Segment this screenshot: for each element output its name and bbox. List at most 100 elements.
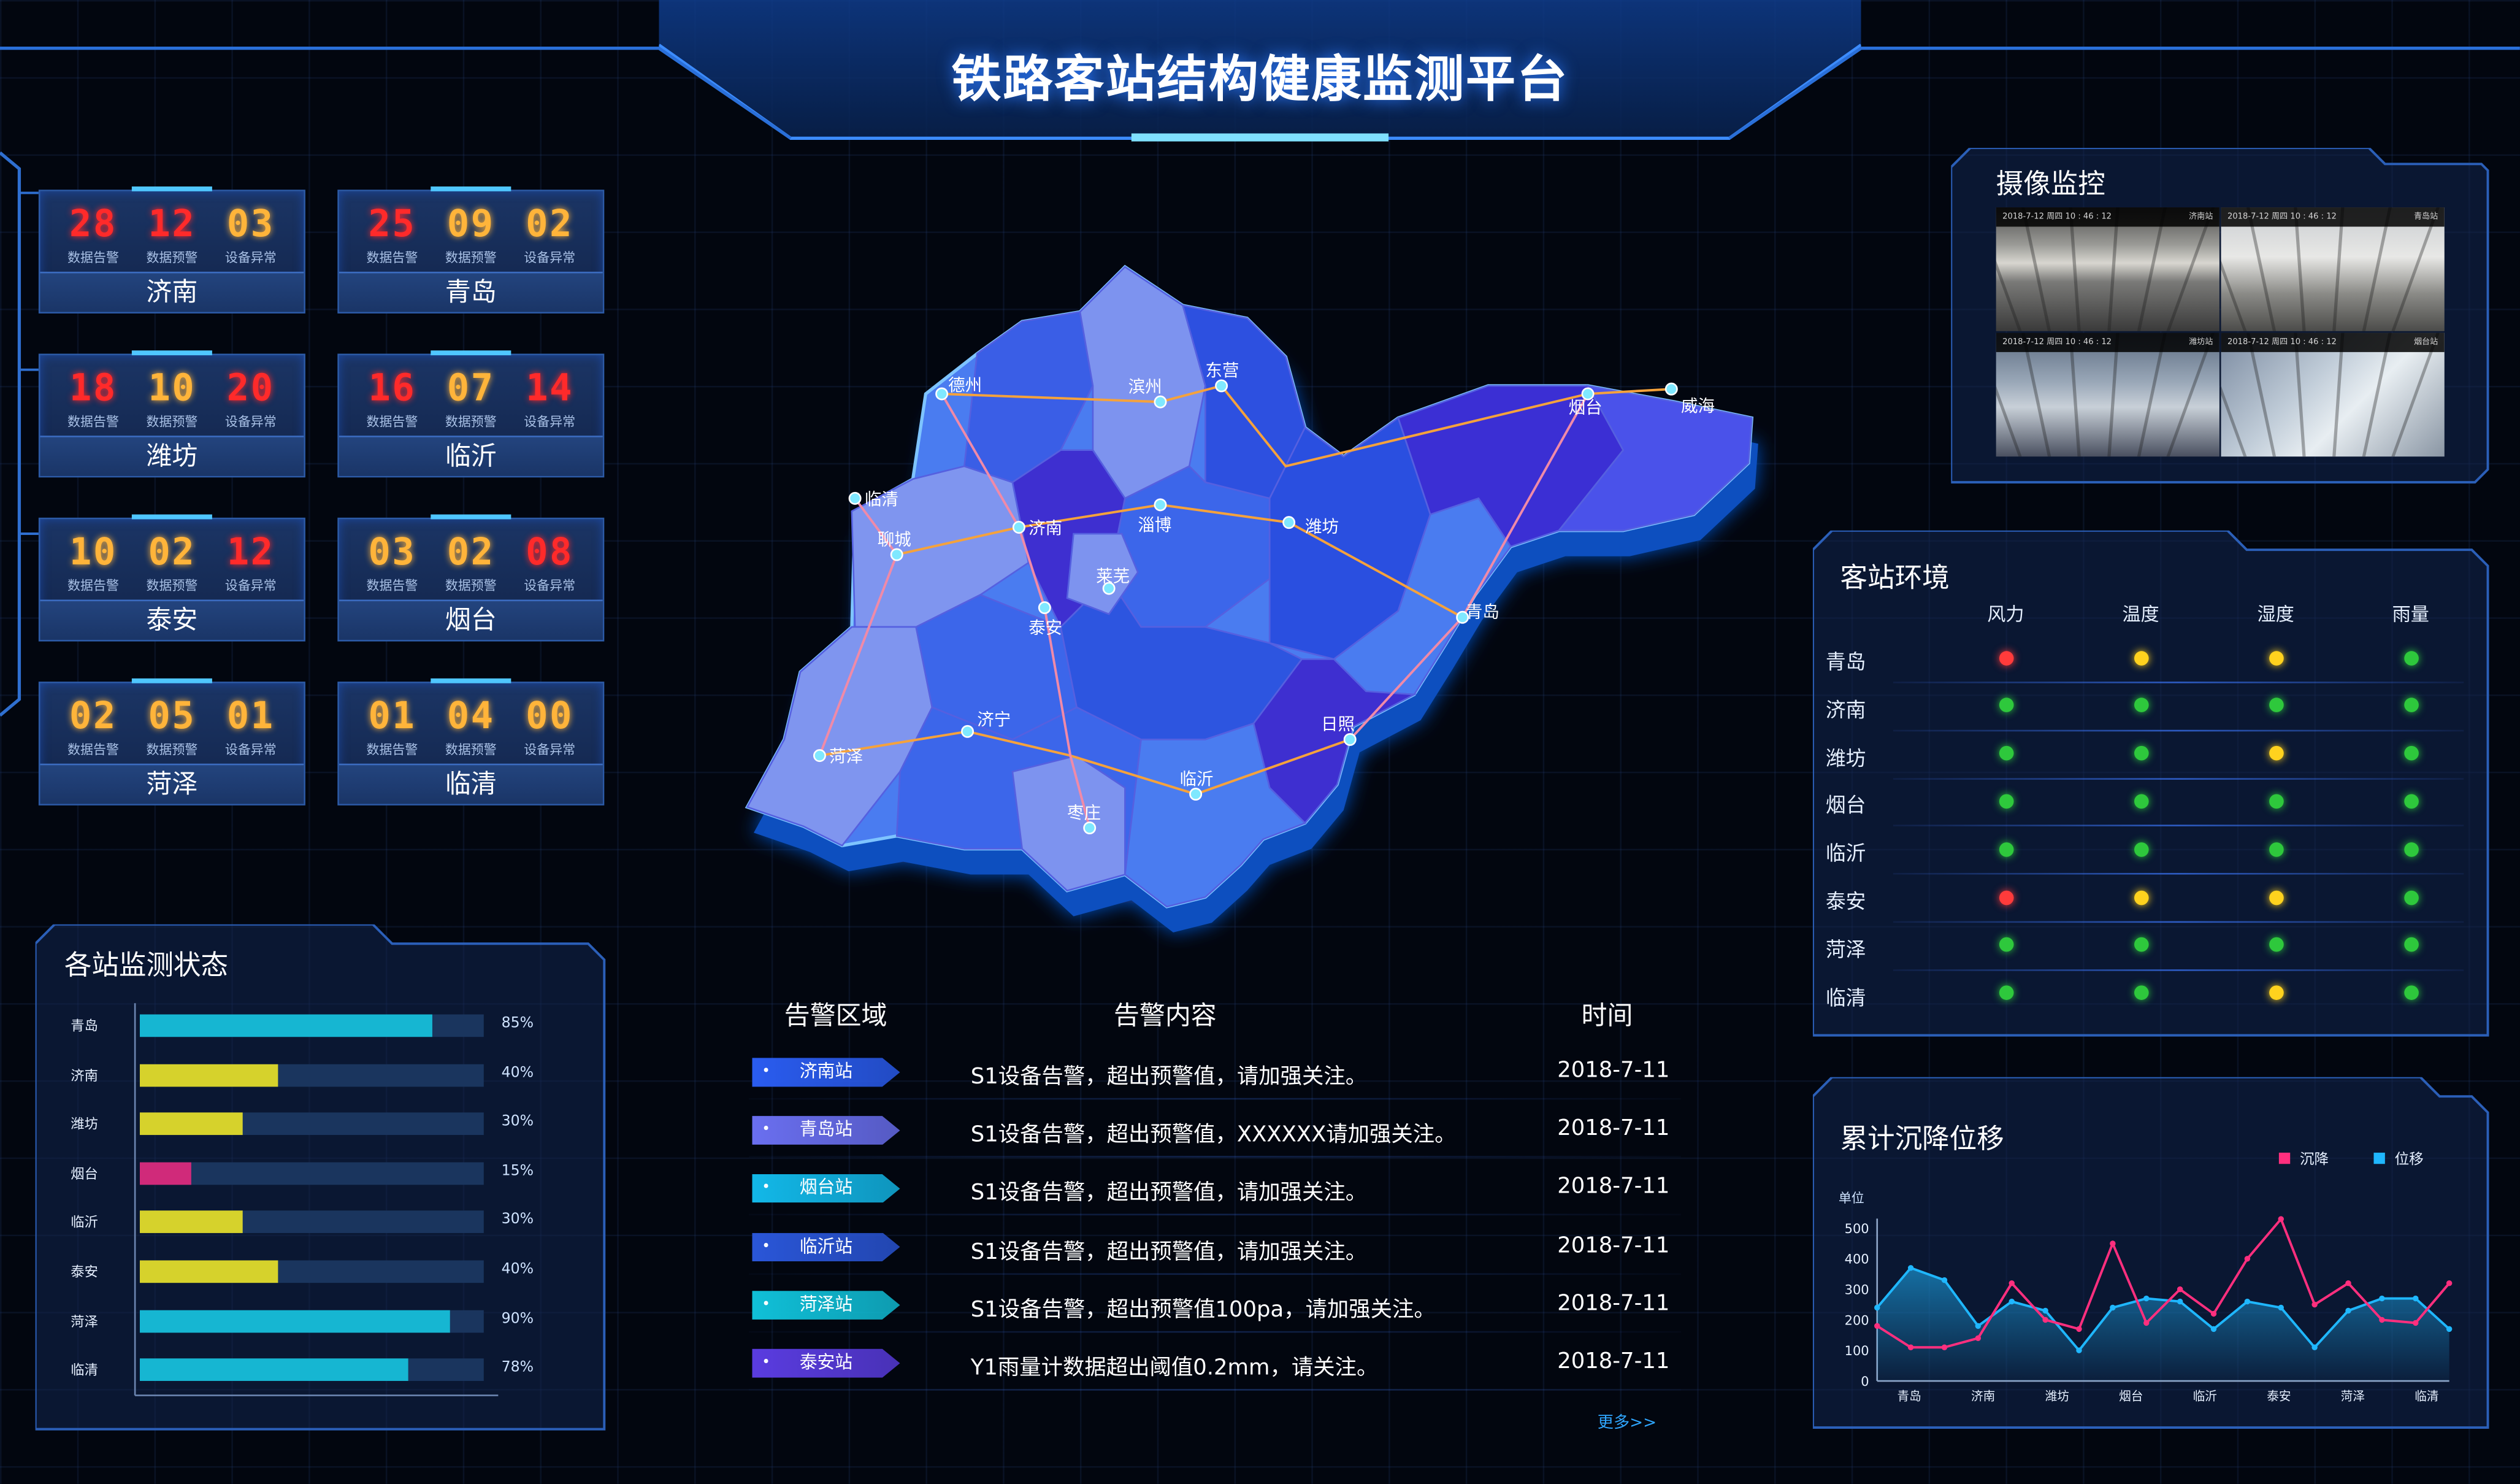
alert-station-tag[interactable]: 烟台站 [752, 1174, 900, 1204]
data-point[interactable] [1907, 1344, 1914, 1350]
map-city-label: 烟台 [1569, 398, 1603, 417]
status-light-yellow [2268, 746, 2283, 761]
data-point[interactable] [2042, 1307, 2048, 1314]
camera-feed[interactable]: 2018-7-12 周四 10 : 46 : 12 烟台站 [2221, 333, 2445, 457]
station-card[interactable]: 03 数据告警 02 数据预警 08 设备异常 烟台 [337, 514, 605, 642]
legend-label: 位移 [2394, 1152, 2424, 1169]
series-line [1876, 1217, 2451, 1349]
map-city-pin[interactable] [1189, 788, 1203, 801]
station-card[interactable]: 10 数据告警 02 数据预警 12 设备异常 泰安 [38, 514, 305, 642]
alert-date: 2018-7-11 [1557, 1232, 1670, 1258]
data-point[interactable] [2244, 1256, 2251, 1262]
station-card[interactable]: 18 数据告警 10 数据预警 20 设备异常 潍坊 [38, 350, 305, 478]
alert-content: S1设备告警，超出预警值，XXXXXX请加强关注。 [970, 1122, 1457, 1148]
data-point[interactable] [2143, 1295, 2150, 1302]
map-city-pin[interactable] [961, 725, 975, 738]
status-light-green [2403, 698, 2418, 713]
map-city-pin[interactable] [848, 491, 862, 505]
alert-station-tag[interactable]: 临沂站 [752, 1232, 900, 1262]
map-city-pin[interactable] [1038, 601, 1051, 615]
status-light-green [2403, 794, 2418, 809]
stat-value: 20 [226, 368, 275, 410]
data-point[interactable] [2143, 1320, 2150, 1326]
data-point[interactable] [1874, 1323, 1880, 1329]
alert-station-tag[interactable]: 菏泽站 [752, 1290, 900, 1320]
data-point[interactable] [2345, 1280, 2351, 1286]
status-light-green [2133, 794, 2148, 809]
map-city-pin[interactable] [1581, 387, 1595, 401]
map-city-pin[interactable] [1102, 582, 1116, 595]
map-city-pin[interactable] [1456, 610, 1469, 624]
status-bar-fill [139, 1309, 450, 1332]
data-point[interactable] [2110, 1240, 2116, 1247]
map-city-pin[interactable] [1343, 732, 1357, 746]
alert-station-tag[interactable]: 泰安站 [752, 1348, 900, 1378]
data-point[interactable] [2110, 1304, 2116, 1311]
title-wings [0, 46, 2520, 140]
data-point[interactable] [1941, 1344, 1948, 1350]
data-point[interactable] [2042, 1317, 2048, 1323]
alert-station-tag[interactable]: 青岛站 [752, 1116, 900, 1145]
data-point[interactable] [2345, 1307, 2351, 1314]
data-point[interactable] [2311, 1344, 2318, 1350]
data-point[interactable] [2379, 1317, 2385, 1323]
data-point[interactable] [2009, 1298, 2015, 1305]
stat-value: 14 [526, 368, 574, 410]
stat-label: 数据告警 [67, 415, 119, 429]
more-link[interactable]: 更多>> [1597, 1415, 1657, 1432]
map-city-pin[interactable] [1083, 821, 1097, 835]
data-point[interactable] [2210, 1326, 2217, 1332]
data-point[interactable] [2446, 1326, 2453, 1332]
stat-value: 28 [69, 204, 117, 246]
data-point[interactable] [2413, 1295, 2419, 1302]
data-point[interactable] [2177, 1298, 2183, 1305]
map-city-pin[interactable] [813, 749, 826, 763]
data-point[interactable] [2210, 1310, 2217, 1317]
map-city-pin[interactable] [1154, 395, 1167, 409]
alert-station-tag[interactable]: 济南站 [752, 1058, 900, 1087]
map-city-pin[interactable] [1012, 521, 1025, 534]
camera-station: 青岛站 [2413, 212, 2438, 222]
status-light-green [2403, 650, 2418, 665]
data-point[interactable] [2379, 1295, 2385, 1302]
map-city-pin[interactable] [935, 387, 949, 401]
data-point[interactable] [2278, 1304, 2284, 1311]
status-bar-track [139, 1260, 484, 1283]
station-card[interactable]: 16 数据告警 07 数据预警 14 设备异常 临沂 [337, 350, 605, 478]
map-city-pin[interactable] [890, 548, 903, 561]
status-bar-track [139, 1063, 484, 1086]
data-point[interactable] [2076, 1326, 2082, 1332]
y-tick-label: 100 [1845, 1344, 1869, 1358]
station-card[interactable]: 28 数据告警 12 数据预警 03 设备异常 济南 [38, 186, 305, 313]
stat-value: 03 [368, 532, 416, 574]
station-card[interactable]: 02 数据告警 05 数据预警 01 设备异常 菏泽 [38, 678, 305, 805]
data-point[interactable] [1941, 1277, 1948, 1283]
data-point[interactable] [1975, 1323, 1982, 1329]
stat-label: 数据告警 [366, 579, 418, 593]
camera-feed[interactable]: 2018-7-12 周四 10 : 46 : 12 青岛站 [2221, 207, 2445, 331]
data-point[interactable] [2311, 1301, 2318, 1308]
map-city-pin[interactable] [1664, 382, 1678, 396]
station-card[interactable]: 01 数据告警 04 数据预警 00 设备异常 临清 [337, 678, 605, 805]
data-point[interactable] [2278, 1216, 2284, 1222]
data-point[interactable] [1907, 1265, 1914, 1271]
map-city-pin[interactable] [1154, 498, 1167, 512]
data-point[interactable] [2413, 1320, 2419, 1326]
data-point[interactable] [2244, 1298, 2251, 1305]
camera-feed[interactable]: 2018-7-12 周四 10 : 46 : 12 济南站 [1996, 207, 2219, 331]
card-accent [131, 678, 212, 683]
status-bar-track [139, 1358, 484, 1382]
data-point[interactable] [2009, 1280, 2015, 1286]
data-point[interactable] [2076, 1347, 2082, 1353]
data-point[interactable] [2177, 1286, 2183, 1293]
map-city-pin[interactable] [1282, 516, 1296, 529]
camera-feed[interactable]: 2018-7-12 周四 10 : 46 : 12 潍坊站 [1996, 333, 2219, 457]
station-card[interactable]: 25 数据告警 09 数据预警 02 设备异常 青岛 [337, 186, 605, 313]
environment-column-header: 温度 [2122, 602, 2159, 626]
data-point[interactable] [2446, 1280, 2453, 1286]
data-point[interactable] [1874, 1304, 1880, 1311]
alert-column-header: 时间 [1581, 999, 1633, 1031]
data-point[interactable] [1975, 1335, 1982, 1342]
map-city-pin[interactable] [1215, 379, 1228, 393]
